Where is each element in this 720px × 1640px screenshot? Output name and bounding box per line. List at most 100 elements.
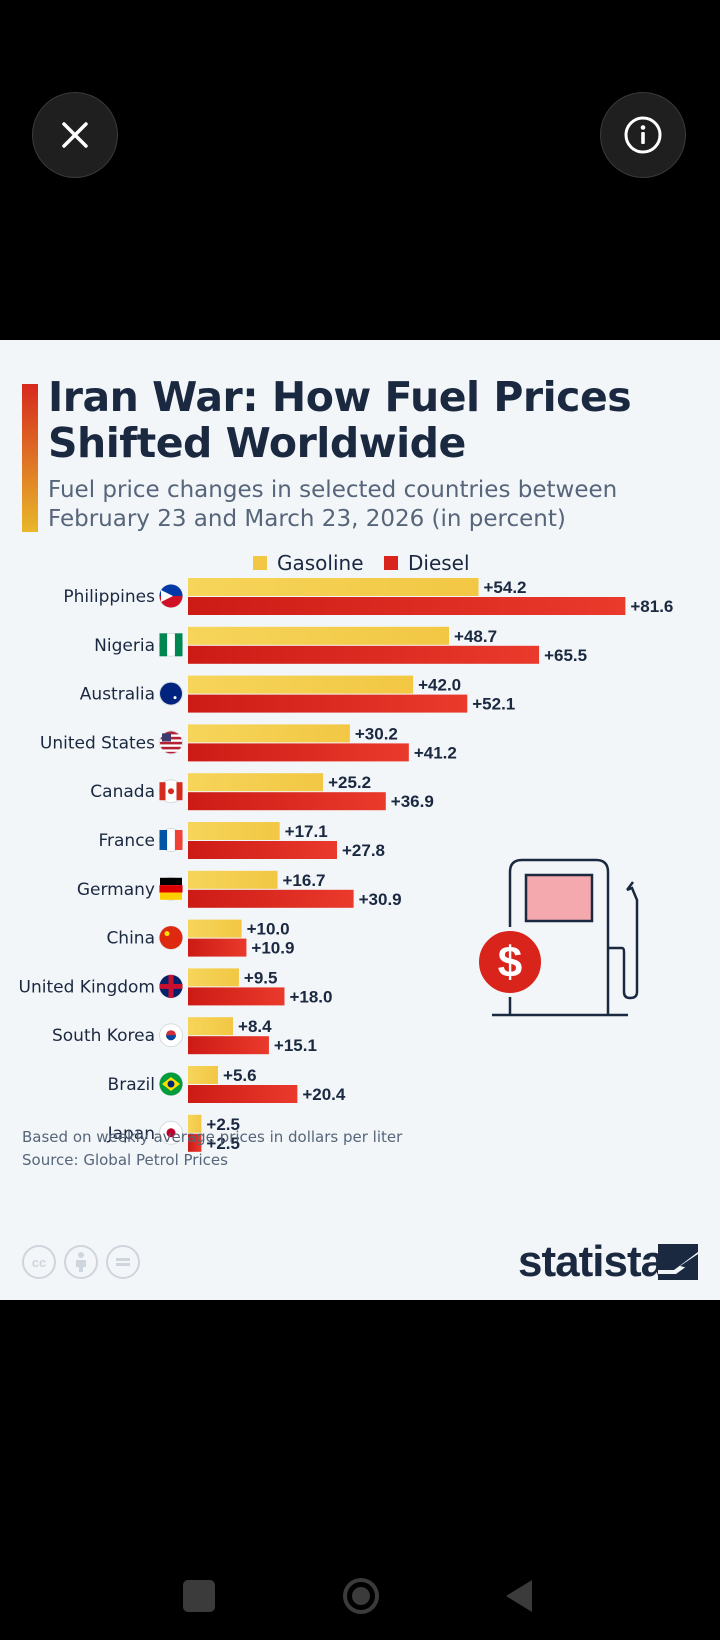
diesel-value-label: +15.1 <box>274 1036 317 1055</box>
close-button[interactable] <box>32 92 118 178</box>
china-flag-star <box>164 931 170 937</box>
bar-row: +5.6 +20.4 Brazil <box>108 1066 346 1104</box>
cc-label: cc <box>31 1254 47 1270</box>
gasoline-bar <box>188 1066 219 1084</box>
chart-note: Based on weekly average prices in dollar… <box>22 1128 403 1146</box>
title-accent-bar <box>22 384 38 532</box>
svg-text:$: $ <box>498 938 522 987</box>
bar-row: +25.2 +36.9 Canada <box>90 773 434 811</box>
germany-flag-gold <box>160 892 182 900</box>
australia-flag <box>160 682 182 705</box>
bar-row: +42.0 +52.1 Australia <box>80 675 515 714</box>
nigeria-flag-left <box>159 633 168 657</box>
bar-chart: Gasoline Diesel +54.2 +81.6 Philippines +48.… <box>19 551 674 1153</box>
gasoline-bar <box>188 578 479 596</box>
brand-wordmark: statista <box>518 1237 665 1286</box>
france-flag-red <box>174 830 183 850</box>
nd-icon <box>106 1245 140 1279</box>
usa-flag-stripe <box>160 749 182 752</box>
by-icon <box>64 1245 98 1279</box>
country-label: United Kingdom <box>19 977 155 997</box>
france-flag-blue <box>159 830 168 850</box>
nav-back-button[interactable] <box>502 1578 538 1614</box>
gasoline-bar <box>188 675 414 694</box>
bar-row: +54.2 +81.6 Philippines <box>63 578 673 616</box>
country-label: South Korea <box>52 1026 155 1046</box>
canada-flag-leaf <box>168 788 174 795</box>
brazil-flag-globe <box>167 1080 175 1088</box>
korea-flag-blue <box>166 1035 176 1041</box>
australia-flag-star <box>173 696 177 700</box>
country-label: Japan <box>107 1124 155 1144</box>
statista-logo-mark <box>658 1244 698 1280</box>
country-label: China <box>106 929 155 949</box>
cc-icon: cc <box>22 1245 56 1279</box>
diesel-bar <box>188 597 626 615</box>
gasoline-value-label: +9.5 <box>244 968 278 987</box>
bar-row: +16.7 +30.9 Germany <box>77 870 402 909</box>
diesel-bar <box>188 694 468 713</box>
nav-recents-button[interactable] <box>183 1580 215 1612</box>
country-label: Germany <box>77 880 155 900</box>
philippines-flag-triangle <box>161 590 173 602</box>
bar-row: +48.7 +65.5 Nigeria <box>94 626 587 665</box>
fuel-pump-icon: $ <box>475 858 639 1017</box>
diesel-value-label: +65.5 <box>544 646 587 665</box>
country-label: Philippines <box>63 587 155 607</box>
bar-row: +8.4+15.1 South Korea <box>52 1017 317 1055</box>
diesel-value-label: +36.9 <box>391 792 434 811</box>
china-flag <box>159 926 183 950</box>
gasoline-bar <box>188 822 280 840</box>
usa-flag-canton <box>162 733 171 742</box>
country-label: France <box>98 831 155 851</box>
diesel-bar <box>188 792 386 811</box>
gasoline-bar <box>188 1114 202 1133</box>
gasoline-value-label: +48.7 <box>454 627 497 646</box>
back-icon <box>506 1580 532 1612</box>
japan-flag <box>166 1128 176 1138</box>
gasoline-bar <box>188 626 450 645</box>
nigeria-flag-right <box>174 633 183 657</box>
gasoline-bar <box>188 1017 234 1036</box>
gasoline-bar <box>188 773 324 792</box>
gasoline-bar <box>188 724 350 743</box>
diesel-value-label: +10.9 <box>251 939 294 958</box>
canada-flag-left <box>159 782 166 801</box>
chart-subtitle: Fuel price changes in selected countries… <box>48 477 618 532</box>
diesel-bar <box>188 1036 269 1055</box>
gasoline-value-label: +25.2 <box>328 773 371 792</box>
diesel-bar <box>188 841 338 859</box>
gasoline-value-label: +5.6 <box>223 1066 257 1085</box>
bar-row: +9.5 +18.0 United Kingdom <box>19 968 332 1006</box>
diesel-bar <box>188 889 354 908</box>
diesel-bar <box>188 743 409 762</box>
chart-title: Iran War: How Fuel Prices Shifted Worldw… <box>48 373 632 467</box>
gasoline-bar <box>188 968 239 987</box>
country-label: Canada <box>90 782 155 802</box>
info-icon <box>624 116 662 154</box>
nav-home-button[interactable] <box>341 1576 381 1616</box>
diesel-value-label: +20.4 <box>302 1085 346 1104</box>
legend-gasoline-label: Gasoline <box>277 551 364 575</box>
info-button[interactable] <box>600 92 686 178</box>
germany-flag-black <box>160 877 182 886</box>
gasoline-bar <box>188 870 278 889</box>
diesel-value-label: +30.9 <box>359 890 402 909</box>
chart-source: Source: Global Petrol Prices <box>22 1151 228 1169</box>
diesel-bar <box>188 645 540 664</box>
legend-diesel-swatch <box>384 556 398 570</box>
bar-row: +17.1 +27.8 France <box>98 822 385 860</box>
diesel-bar <box>188 987 285 1006</box>
country-label: Brazil <box>108 1075 155 1095</box>
legend-diesel-label: Diesel <box>408 551 470 575</box>
flag-icons <box>159 584 183 1138</box>
country-label: United States <box>40 733 155 753</box>
gasoline-value-label: +17.1 <box>285 822 328 841</box>
diesel-value-label: +52.1 <box>472 695 515 714</box>
gasoline-value-label: +10.0 <box>247 920 290 939</box>
country-label: Australia <box>80 685 155 705</box>
statista-logo: statista <box>518 1237 665 1287</box>
diesel-bar <box>188 938 247 957</box>
gasoline-value-label: +54.2 <box>484 578 527 597</box>
diesel-bar <box>188 1133 202 1152</box>
